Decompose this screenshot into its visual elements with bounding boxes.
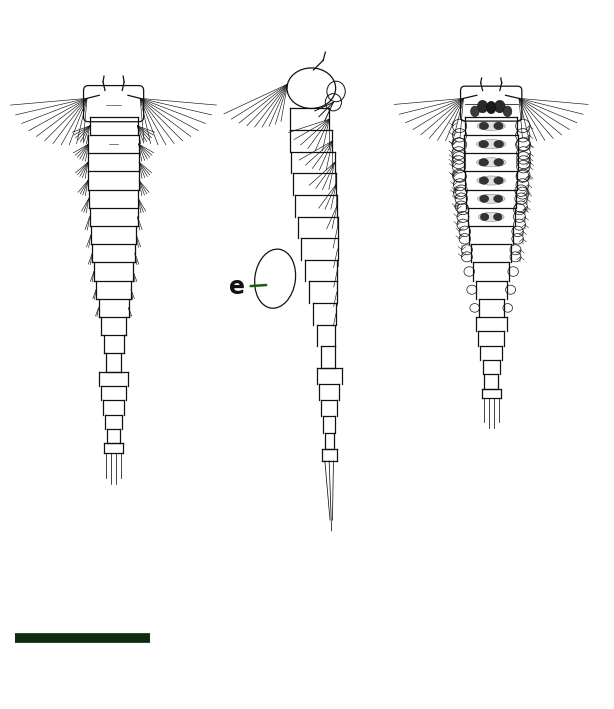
- Ellipse shape: [494, 159, 503, 166]
- FancyBboxPatch shape: [84, 86, 144, 122]
- Ellipse shape: [480, 213, 489, 220]
- Ellipse shape: [476, 140, 506, 149]
- Ellipse shape: [494, 101, 505, 113]
- Ellipse shape: [494, 195, 503, 202]
- Ellipse shape: [478, 194, 505, 203]
- Ellipse shape: [494, 122, 503, 130]
- Ellipse shape: [477, 176, 505, 185]
- Ellipse shape: [477, 121, 505, 130]
- Ellipse shape: [479, 140, 489, 147]
- Ellipse shape: [470, 106, 480, 116]
- Ellipse shape: [494, 140, 503, 147]
- Text: e: e: [229, 275, 266, 299]
- Ellipse shape: [480, 122, 489, 130]
- Ellipse shape: [503, 106, 512, 116]
- Ellipse shape: [479, 159, 489, 166]
- Ellipse shape: [478, 213, 504, 221]
- Ellipse shape: [479, 177, 489, 184]
- Ellipse shape: [476, 158, 506, 167]
- Ellipse shape: [494, 213, 502, 220]
- Ellipse shape: [486, 101, 496, 113]
- FancyBboxPatch shape: [460, 86, 522, 121]
- Ellipse shape: [494, 177, 503, 184]
- Ellipse shape: [480, 195, 489, 202]
- Ellipse shape: [477, 101, 488, 113]
